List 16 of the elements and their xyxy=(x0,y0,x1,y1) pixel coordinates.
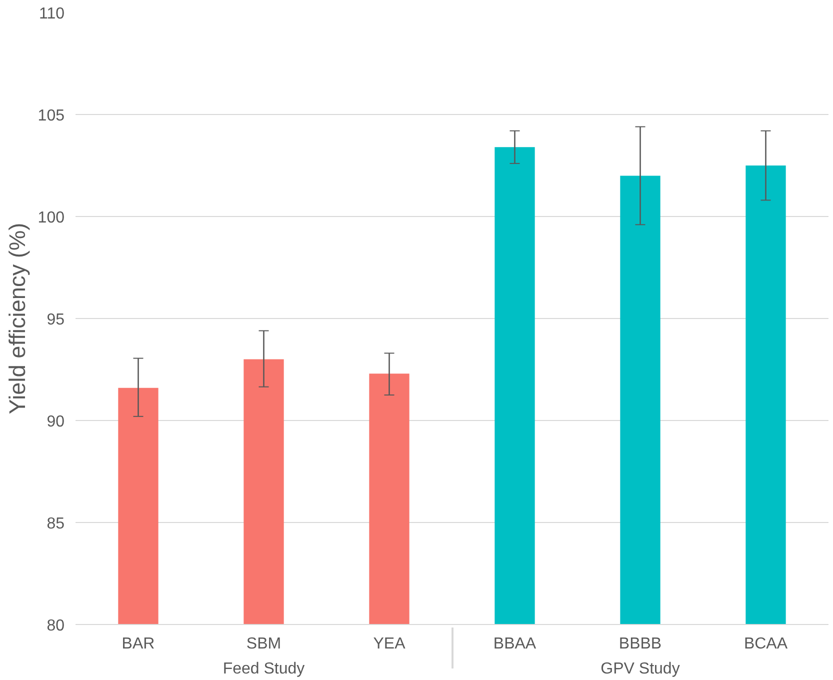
x-tick-label: BCAA xyxy=(744,636,788,652)
y-tick-label: 110 xyxy=(38,6,65,22)
y-tick-label: 105 xyxy=(38,108,65,124)
x-tick-label: BBBB xyxy=(618,636,662,652)
x-tick-label: YEA xyxy=(373,636,406,652)
y-tick-label: 80 xyxy=(46,618,65,634)
y-tick-label: 100 xyxy=(38,210,65,226)
text: GPV Study xyxy=(600,660,680,678)
y-tick-label: 90 xyxy=(46,414,65,430)
y-tick-label: 85 xyxy=(46,516,65,532)
y-axis-title: Yield efficiency (%) xyxy=(4,222,30,414)
x-tick-label: SBM xyxy=(246,636,282,652)
text: Feed Study xyxy=(222,660,305,678)
x-tick-label: BBAA xyxy=(493,636,536,652)
y-tick-label: 95 xyxy=(46,312,65,328)
x-tick-label: BAR xyxy=(122,636,155,652)
